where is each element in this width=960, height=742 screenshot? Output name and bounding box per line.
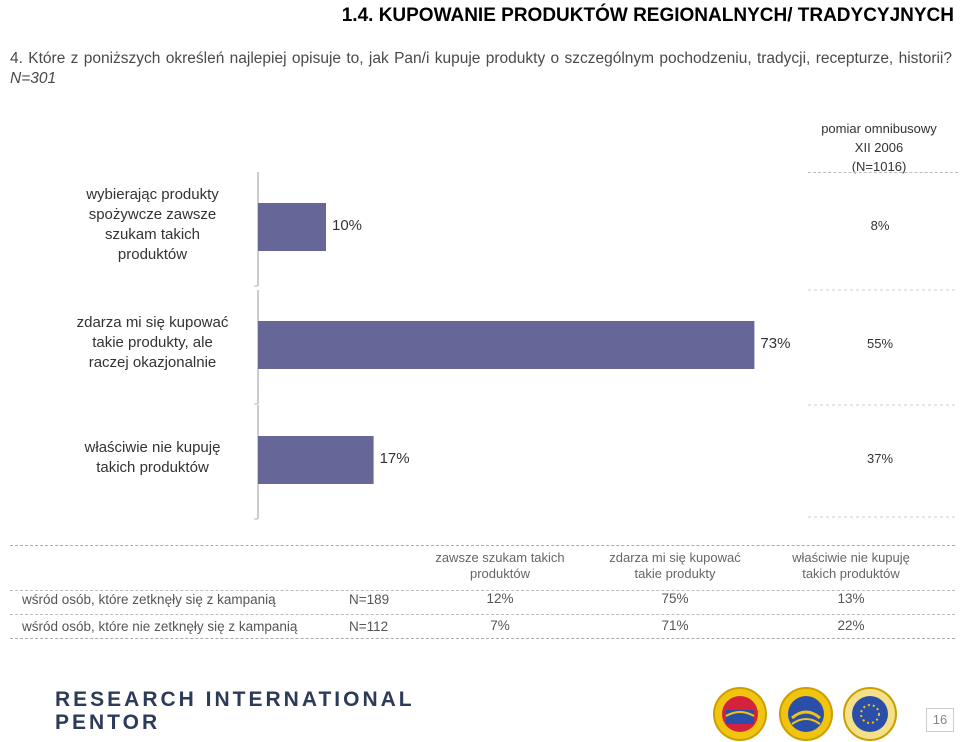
value-label: 17%: [379, 450, 410, 467]
omnibus-header: pomiar omnibusowy XII 2006 (N=1016): [810, 119, 948, 176]
comparison-table: [10, 545, 955, 639]
logo-line-1: RESEARCH INTERNATIONAL: [55, 688, 415, 711]
omnibus-line-2: XII 2006: [854, 140, 904, 155]
table-column-header-line: takich produktów: [802, 566, 900, 581]
geographic-seal-icon: [779, 687, 833, 741]
value-label: 73%: [760, 335, 791, 352]
bar: [258, 203, 326, 251]
table-column-header-line: produktów: [470, 566, 530, 581]
category-label-line: takie produkty, ale: [92, 334, 213, 351]
research-international-pentor-logo: RESEARCH INTERNATIONAL PENTOR: [55, 688, 415, 734]
category-label-line: takich produktów: [96, 459, 209, 476]
value-label: 10%: [332, 217, 363, 234]
omnibus-line-3: (N=1016): [851, 159, 907, 174]
table-column-header: zawsze szukam takich produktów: [415, 550, 585, 582]
table-cell: 13%: [837, 591, 865, 606]
question-text: 4. Które z poniższych określeń najlepiej…: [10, 49, 952, 89]
table-column-header-line: zawsze szukam takich: [435, 550, 565, 565]
table-column-header-line: właściwie nie kupuję: [792, 550, 910, 565]
bar: [258, 321, 755, 369]
category-label-line: spożywcze zawsze: [88, 206, 217, 223]
table-column-header: właściwie nie kupuję takich produktów: [766, 550, 936, 582]
table-row-sample-size: N=189: [349, 592, 390, 607]
table-row-sample-size: N=112: [349, 619, 389, 634]
category-label-line: wybierając produkty: [86, 186, 219, 203]
category-label: właściwie nie kupuję takich produktów: [60, 438, 245, 478]
table-cell: 22%: [837, 618, 865, 633]
table-row-divider: [10, 590, 955, 591]
table-row-label: wśród osób, które zetknęły się z kampani…: [22, 592, 276, 607]
omnibus-value: 55%: [866, 336, 894, 351]
regional-seal-icon: [713, 687, 767, 741]
page-title: 1.4. KUPOWANIE PRODUKTÓW REGIONALNYCH/ T…: [341, 5, 954, 26]
category-label-line: właściwie nie kupuję: [84, 439, 221, 456]
category-label: zdarza mi się kupować takie produkty, ale…: [60, 313, 245, 373]
table-row-label: wśród osób, które nie zetknęły się z kam…: [22, 619, 298, 634]
omnibus-line-1: pomiar omnibusowy: [821, 121, 937, 136]
table-column-header-line: takie produkty: [634, 566, 716, 581]
bar: [258, 436, 374, 484]
page-number: 16: [926, 708, 954, 732]
category-label-line: zdarza mi się kupować: [76, 314, 229, 331]
table-cell: 71%: [661, 618, 689, 633]
table-cell: 75%: [661, 591, 689, 606]
omnibus-value: 8%: [870, 218, 890, 233]
table-column-header: zdarza mi się kupować takie produkty: [590, 550, 760, 582]
omnibus-value: 37%: [866, 451, 894, 466]
table-row-divider: [10, 614, 955, 615]
sample-size: N=301: [10, 70, 57, 87]
bar-chart: [254, 172, 958, 520]
category-label-line: raczej okazjonalnie: [88, 354, 217, 371]
table-cell: 12%: [486, 591, 514, 606]
traditional-seal-icon: [843, 687, 897, 741]
category-label-line: produktów: [117, 246, 188, 263]
question-body: 4. Które z poniższych określeń najlepiej…: [10, 50, 952, 67]
table-cell: 7%: [490, 618, 510, 633]
table-column-header-line: zdarza mi się kupować: [609, 550, 741, 565]
category-label-line: szukam takich: [104, 226, 201, 243]
category-label: wybierając produkty spożywcze zawsze szuka…: [60, 185, 245, 265]
omnibus-divider: [808, 172, 958, 173]
logo-line-2: PENTOR: [55, 711, 161, 734]
